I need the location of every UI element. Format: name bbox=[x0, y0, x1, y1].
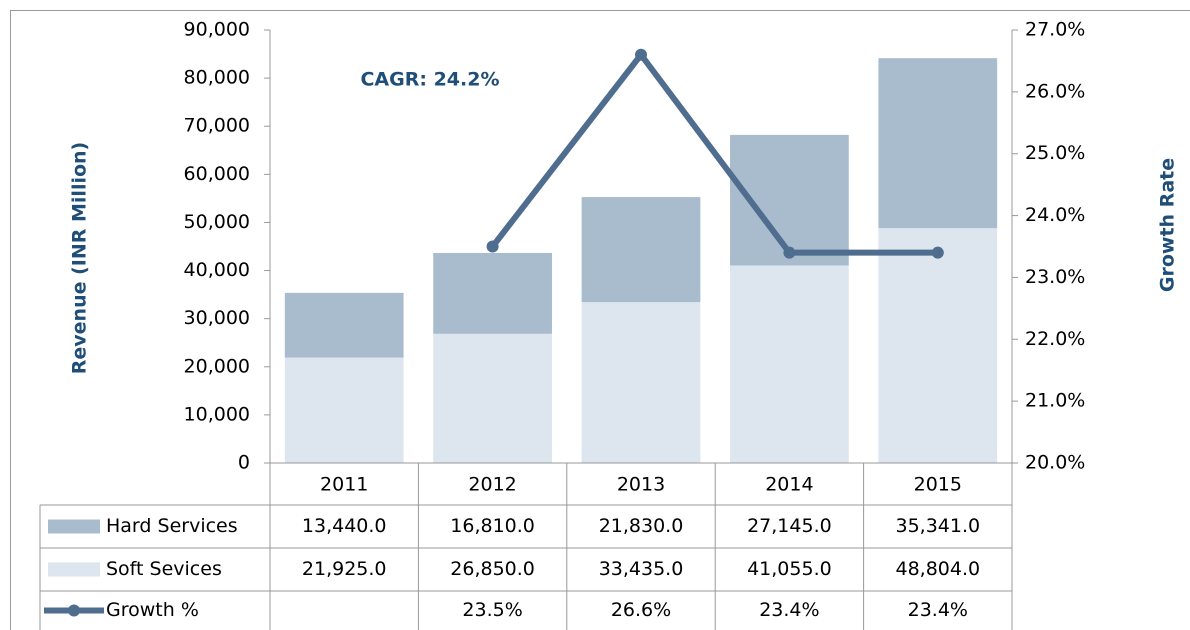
table-value: 13,440.0 bbox=[302, 515, 387, 537]
x-tick-label: 2012 bbox=[468, 474, 516, 496]
table-value: 41,055.0 bbox=[747, 558, 832, 580]
line bbox=[490, 51, 938, 256]
bar bbox=[730, 265, 849, 463]
table-value: 35,341.0 bbox=[895, 515, 980, 537]
y-tick-label: 10,000 bbox=[184, 403, 250, 425]
y2-tick-label: 23.0% bbox=[1025, 266, 1085, 288]
bar bbox=[284, 292, 404, 358]
table-value: 23.4% bbox=[908, 599, 968, 621]
table-value: 26.6% bbox=[611, 599, 671, 621]
frame bbox=[10, 10, 1190, 630]
x-tick-label: 2014 bbox=[765, 474, 813, 496]
x-tick-label: 2011 bbox=[320, 474, 368, 496]
y-tick-label: 50,000 bbox=[184, 211, 250, 233]
y-tick-label: 30,000 bbox=[184, 307, 250, 329]
y-tick-label: 70,000 bbox=[184, 115, 250, 137]
table-value: 21,925.0 bbox=[302, 558, 387, 580]
y-tick-label: 60,000 bbox=[184, 163, 250, 185]
y-tick-label: 90,000 bbox=[184, 19, 250, 41]
y-tick-label: 40,000 bbox=[184, 259, 250, 281]
y-tick-label: 80,000 bbox=[184, 67, 250, 89]
y2-tick-label: 27.0% bbox=[1025, 19, 1085, 41]
bar bbox=[581, 197, 701, 303]
table-value: 33,435.0 bbox=[599, 558, 684, 580]
table-value: 23.5% bbox=[462, 599, 522, 621]
bar bbox=[433, 252, 552, 334]
bar bbox=[433, 333, 552, 463]
legend-swatch bbox=[48, 562, 100, 577]
x-tick-label: 2013 bbox=[617, 474, 665, 496]
y2-tick-label: 26.0% bbox=[1025, 80, 1085, 102]
bar bbox=[581, 302, 701, 463]
table-value: 23.4% bbox=[759, 599, 819, 621]
line-marker bbox=[783, 246, 796, 259]
x-tick-label: 2015 bbox=[914, 474, 962, 496]
table-value: 26,850.0 bbox=[450, 558, 535, 580]
line-marker bbox=[486, 240, 499, 253]
y2-tick-label: 21.0% bbox=[1025, 390, 1085, 412]
legend-label: Growth % bbox=[106, 599, 199, 621]
y2-tick-label: 24.0% bbox=[1025, 204, 1085, 226]
table-value: 21,830.0 bbox=[599, 515, 684, 537]
y2-tick-label: 20.0% bbox=[1025, 452, 1085, 474]
legend-label: Hard Services bbox=[106, 515, 238, 537]
table-value: 16,810.0 bbox=[450, 515, 535, 537]
legend-label: Soft Sevices bbox=[106, 558, 222, 580]
y2-tick-label: 25.0% bbox=[1025, 142, 1085, 164]
line-marker bbox=[931, 246, 944, 259]
table-value: 27,145.0 bbox=[747, 515, 832, 537]
legend-swatch bbox=[48, 519, 100, 534]
y2-tick-label: 22.0% bbox=[1025, 328, 1085, 350]
legend-marker bbox=[68, 604, 80, 617]
line-marker bbox=[635, 48, 647, 61]
y-tick-label: 20,000 bbox=[184, 355, 250, 377]
bar bbox=[284, 357, 404, 463]
bar bbox=[878, 58, 998, 229]
bar bbox=[878, 228, 998, 463]
y-axis-title: Revenue (INR Million) bbox=[69, 142, 91, 374]
table-value: 48,804.0 bbox=[895, 558, 980, 580]
y2-axis-title: Growth Rate bbox=[1157, 158, 1179, 292]
y-tick-label: 0 bbox=[238, 452, 250, 474]
annotation: CAGR: 24.2% bbox=[360, 69, 499, 91]
